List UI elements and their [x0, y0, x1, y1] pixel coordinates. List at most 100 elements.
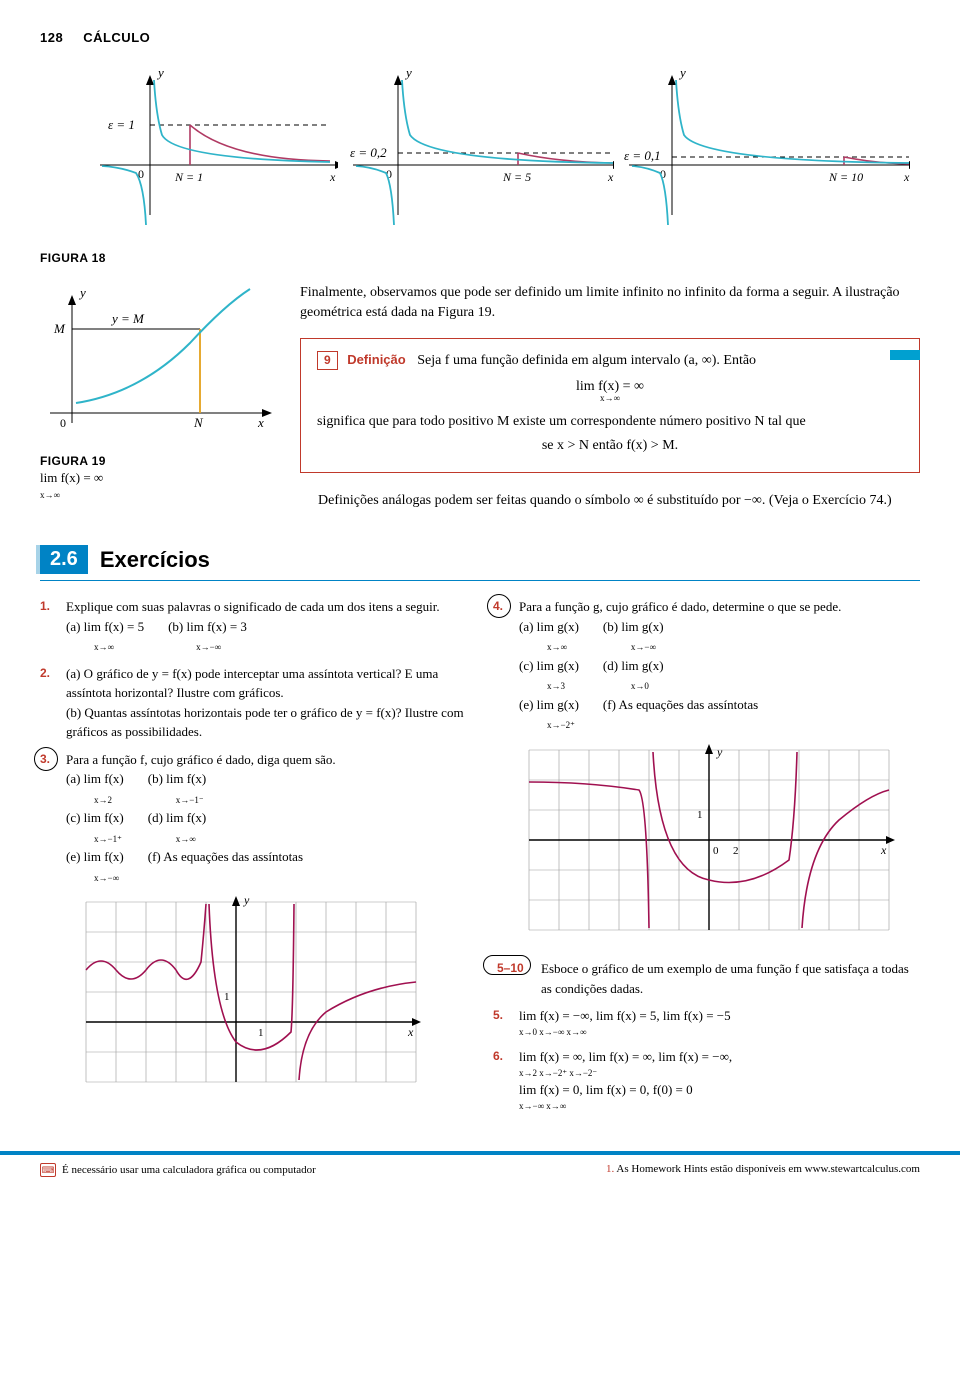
y-eq-m: y = M: [110, 311, 145, 326]
epsilon-label: ε = 0,1: [624, 148, 661, 163]
section-number: 2.6: [40, 545, 88, 574]
figure-18-panels: y 0 ε = 1 N = 1 x y 0 ε = 0,2 N = 5 x y …: [40, 65, 920, 245]
ex1-a: (a) lim f(x) = 5: [66, 619, 144, 634]
ex3-num: 3.: [40, 750, 58, 1098]
ex4-d: (d) lim g(x): [603, 658, 664, 673]
fig18-panel-1: y 0 ε = 1 N = 1 x: [90, 65, 338, 235]
ex6-subs2: x→−∞ x→∞: [519, 1100, 920, 1114]
def-line2: significa que para todo positivo M exist…: [317, 412, 903, 432]
ex4-d-sub: x→0: [603, 681, 649, 691]
ex4-e: (e) lim g(x): [519, 697, 579, 712]
ex3-tickx: 1: [258, 1027, 264, 1039]
fig18-panel-3: y 0 ε = 0,1 N = 10 x: [624, 65, 910, 235]
def-line1: Seja f uma função definida em algum inte…: [417, 353, 756, 368]
ex3-e-sub: x→−∞: [66, 873, 119, 883]
origin-label: 0: [60, 416, 66, 430]
ex4-c: (c) lim g(x): [519, 658, 579, 673]
def-box-title: Definição: [347, 352, 406, 367]
ex3-c-sub: x→−1⁺: [66, 834, 122, 844]
ex6-line2: lim f(x) = 0, lim f(x) = 0, f(0) = 0: [519, 1080, 920, 1100]
ex4-ticky: 1: [697, 809, 703, 821]
ex3-d: (d) lim f(x): [148, 810, 206, 825]
n-label: N = 1: [174, 170, 203, 184]
after-def-para: Definições análogas podem ser feitas qua…: [300, 491, 920, 511]
exercises-right-col: 4. Para a função g, cujo gráfico é dado,…: [493, 597, 920, 1121]
ex3-xlabel: x: [407, 1025, 414, 1039]
ex6-line1: lim f(x) = ∞, lim f(x) = ∞, lim f(x) = −…: [519, 1047, 920, 1067]
ex2-b: (b) Quantas assíntotas horizontais pode …: [66, 703, 467, 742]
n-label: N = 5: [502, 170, 531, 184]
def-condition: se x > N então f(x) > M.: [317, 438, 903, 454]
def-limit: lim f(x) = ∞x→∞: [317, 379, 903, 406]
n-label: N = 10: [828, 170, 863, 184]
x-label: x: [903, 170, 910, 184]
x-label: x: [257, 415, 264, 430]
section-marker: [890, 350, 920, 360]
ex4-f: (f) As equações das assíntotas: [603, 697, 758, 712]
ex1-text: Explique com suas palavras o significado…: [66, 597, 467, 617]
ex4-a-sub: x→∞: [519, 642, 567, 652]
ex3-text: Para a função f, cujo gráfico é dado, di…: [66, 750, 467, 770]
ex1-num: 1.: [40, 597, 58, 656]
ex3-f: (f) As equações das assíntotas: [148, 849, 303, 864]
axis-y-label: y: [404, 65, 412, 80]
ex1-a-sub: x→∞: [66, 642, 114, 652]
ex5-num: 5.: [493, 1006, 511, 1039]
ex6-subs1: x→2 x→−2⁺ x→−2⁻: [519, 1067, 920, 1081]
ex4-ylabel: y: [716, 745, 723, 759]
fig19-limit: lim f(x) = ∞ x→∞: [40, 470, 280, 502]
exercises-left-col: 1. Explique com suas palavras o signific…: [40, 597, 467, 1121]
ex4-num: 4.: [493, 597, 511, 945]
ex4-b-sub: x→−∞: [603, 642, 656, 652]
ex3-b: (b) lim f(x): [148, 771, 206, 786]
ex5-subs: x→0 x→−∞ x→∞: [519, 1026, 920, 1040]
x-label: x: [329, 170, 336, 184]
ex4-graph: y x 1 2 0: [519, 740, 909, 940]
footer-right-num: 1.: [606, 1163, 614, 1175]
fig19-plot: y 0 M y = M N x: [40, 283, 280, 443]
fig18-panel-2: y 0 ε = 0,2 N = 5 x: [348, 65, 615, 235]
ex3-a: (a) lim f(x): [66, 771, 124, 786]
figure-19-caption: FIGURA 19: [40, 454, 280, 468]
ex3-d-sub: x→∞: [148, 834, 196, 844]
section-title: Exercícios: [100, 547, 210, 573]
def-limit-expr: lim f(x) = ∞: [576, 379, 644, 394]
ex4-b: (b) lim g(x): [603, 619, 664, 634]
ex3-ticky: 1: [224, 991, 230, 1003]
ex4-tickx: 2: [733, 845, 739, 857]
figure-18-caption: FIGURA 18: [40, 251, 920, 265]
section-rule: [40, 580, 920, 581]
calculator-icon: ⌨: [40, 1163, 56, 1177]
ex1-b-sub: x→−∞: [168, 642, 221, 652]
footer-left-text: É necessário usar uma calculadora gráfic…: [62, 1164, 316, 1176]
ex5-10-text: Esboce o gráfico de um exemplo de uma fu…: [541, 959, 920, 998]
n-label: N: [193, 415, 204, 430]
def-limit-sub: x→∞: [576, 393, 644, 403]
epsilon-label: ε = 1: [108, 117, 135, 132]
ex3-c: (c) lim f(x): [66, 810, 124, 825]
ex4-c-sub: x→3: [519, 681, 565, 691]
ex6-num: 6.: [493, 1047, 511, 1113]
m-label: M: [53, 321, 66, 336]
ex4-e-sub: x→−2⁺: [519, 720, 575, 730]
epsilon-label: ε = 0,2: [350, 145, 387, 160]
ex5-text: lim f(x) = −∞, lim f(x) = 5, lim f(x) = …: [519, 1006, 920, 1026]
ex4-xlabel: x: [880, 843, 887, 857]
ex4-text: Para a função g, cujo gráfico é dado, de…: [519, 597, 920, 617]
book-title: CÁLCULO: [83, 30, 150, 45]
fig19-limit-expr: lim f(x) = ∞: [40, 470, 103, 485]
ex3-graph: y x 1 1: [66, 892, 426, 1092]
fig19-limit-sub: x→∞: [40, 490, 60, 500]
ex3-a-sub: x→2: [66, 795, 112, 805]
exercises: 1. Explique com suas palavras o signific…: [40, 597, 920, 1121]
ex5-10-range: 5–10: [493, 959, 524, 977]
intro-paragraph: Finalmente, observamos que pode ser defi…: [300, 283, 920, 324]
ex3-ylabel: y: [243, 893, 250, 907]
footer-right-text: As Homework Hints estão disponíveis em w…: [616, 1163, 920, 1175]
axis-y-label: y: [78, 285, 86, 300]
page-header: 128 CÁLCULO: [40, 30, 920, 45]
ex3-b-sub: x→−1⁻: [148, 795, 204, 805]
ex4-a: (a) lim g(x): [519, 619, 579, 634]
axis-y-label: y: [678, 65, 686, 80]
ex1-b: (b) lim f(x) = 3: [168, 619, 247, 634]
